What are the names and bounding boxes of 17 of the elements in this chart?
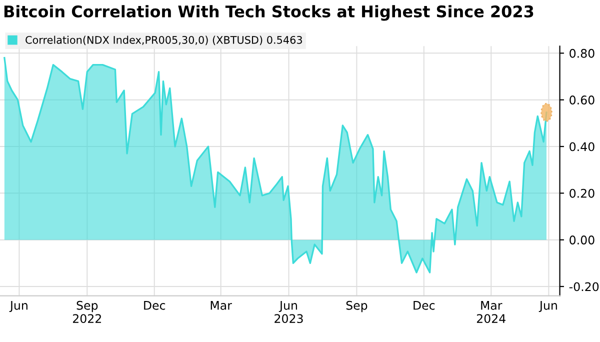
y-tick-label: 0.60 xyxy=(570,96,594,104)
y-tick-label: -0.20 xyxy=(569,282,599,292)
x-tick-label: Mar 2024 xyxy=(476,301,506,324)
y-tick-label: 0.80 xyxy=(570,48,594,58)
x-tick-label: Sep 2022 xyxy=(72,300,101,324)
y-tick-label: 0.00 xyxy=(570,236,594,244)
y-tick-label: 0.40 xyxy=(570,142,594,152)
x-tick-label: Dec xyxy=(144,301,166,310)
x-tick-label: Jun xyxy=(538,301,557,312)
x-tick-label: Mar xyxy=(210,301,232,310)
x-tick-label: Jun xyxy=(9,301,28,312)
chart-title: Bitcoin Correlation With Tech Stocks at Highest Since 2023 xyxy=(4,5,534,21)
y-tick-label: 0.20 xyxy=(570,188,594,198)
legend-label: Correlation(NDX Index,PR005,30,0) (XBTUSD) 0.5463 xyxy=(26,36,302,46)
x-tick-label: Dec xyxy=(414,301,435,310)
x-tick-label: Sep xyxy=(346,300,368,312)
x-tick-label: Jun 2023 xyxy=(274,301,303,324)
